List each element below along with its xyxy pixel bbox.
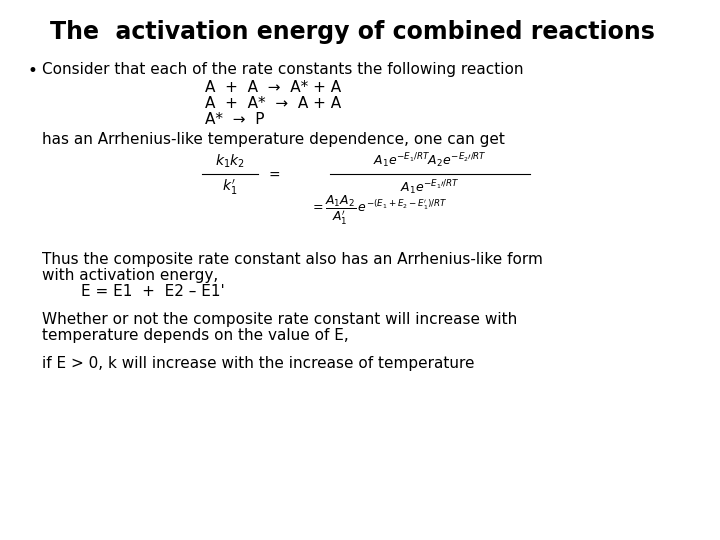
- Text: •: •: [28, 62, 38, 80]
- Text: E = E1  +  E2 – E1': E = E1 + E2 – E1': [42, 284, 225, 299]
- Text: $k_1'$: $k_1'$: [222, 178, 238, 197]
- Text: $= \dfrac{A_1 A_2}{A_1'}\, e^{-(E_1 + E_2 - E_1')/RT}$: $= \dfrac{A_1 A_2}{A_1'}\, e^{-(E_1 + E_…: [310, 193, 448, 226]
- Text: The  activation energy of combined reactions: The activation energy of combined reacti…: [50, 20, 655, 44]
- Text: A  +  A  →  A* + A: A + A → A* + A: [205, 80, 341, 95]
- Text: has an Arrhenius-like temperature dependence, one can get: has an Arrhenius-like temperature depend…: [42, 132, 505, 147]
- Text: Thus the composite rate constant also has an Arrhenius-like form: Thus the composite rate constant also ha…: [42, 252, 543, 267]
- Text: $=$: $=$: [266, 167, 281, 181]
- Text: $A_1e^{-E_1\prime/RT}$: $A_1e^{-E_1\prime/RT}$: [400, 178, 460, 197]
- Text: A*  →  P: A* → P: [205, 112, 264, 127]
- Text: Consider that each of the rate constants the following reaction: Consider that each of the rate constants…: [42, 62, 523, 77]
- Text: if E > 0, k will increase with the increase of temperature: if E > 0, k will increase with the incre…: [42, 356, 474, 371]
- Text: A  +  A*  →  A + A: A + A* → A + A: [205, 96, 341, 111]
- Text: $k_1k_2$: $k_1k_2$: [215, 153, 245, 170]
- Text: with activation energy,: with activation energy,: [42, 268, 218, 283]
- Text: $A_1e^{-E_1/RT}A_2e^{-E_2\prime/RT}$: $A_1e^{-E_1/RT}A_2e^{-E_2\prime/RT}$: [373, 151, 487, 170]
- Text: temperature depends on the value of E,: temperature depends on the value of E,: [42, 328, 348, 343]
- Text: Whether or not the composite rate constant will increase with: Whether or not the composite rate consta…: [42, 312, 517, 327]
